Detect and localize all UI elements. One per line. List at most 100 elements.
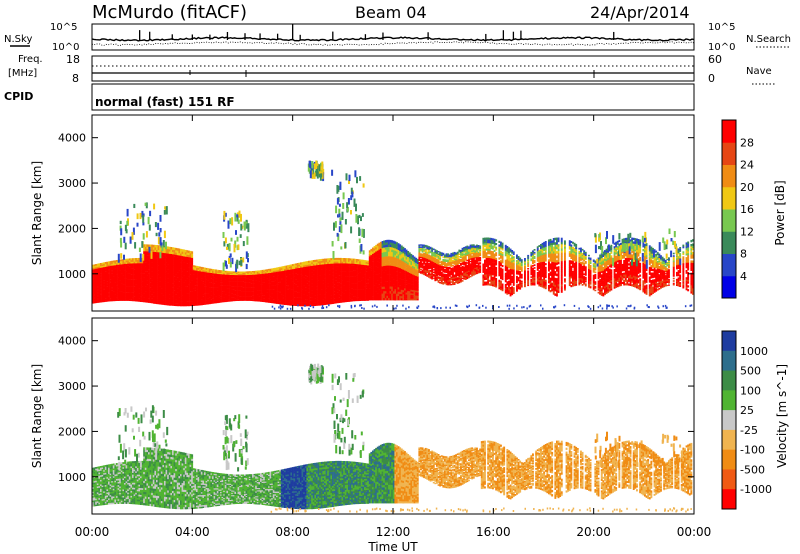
echo-cell — [346, 271, 349, 274]
echo-cell — [357, 288, 360, 290]
echo-cell — [103, 289, 106, 292]
echo-cell — [172, 287, 174, 291]
echo-cell — [332, 300, 334, 303]
echo-cell — [157, 258, 160, 262]
echo-cell — [120, 283, 123, 285]
echo-cell — [236, 277, 238, 279]
echo-cell — [167, 264, 170, 268]
echo-cell — [223, 297, 226, 299]
echo-cell — [311, 260, 314, 263]
echo-cell — [316, 264, 318, 267]
echo-cell — [184, 293, 187, 296]
echo-cell — [192, 294, 195, 297]
echo-cell — [309, 297, 312, 300]
echo-cell — [300, 277, 302, 280]
echo-cell — [336, 283, 339, 286]
echo-cell — [221, 276, 224, 278]
echo-cell — [333, 292, 336, 295]
echo-cell — [266, 298, 269, 300]
echo-cell — [341, 288, 344, 291]
echo-cell — [314, 284, 317, 287]
echo-cell — [258, 284, 261, 287]
echo-cell — [189, 259, 192, 262]
echo-cell — [328, 275, 331, 278]
echo-cell — [306, 285, 309, 288]
echo-cell — [215, 283, 218, 286]
echo-cell — [207, 284, 210, 287]
echo-cell — [253, 277, 256, 280]
echo-cell — [200, 290, 203, 293]
echo-cell — [197, 299, 200, 302]
echo-cell — [111, 297, 114, 300]
echo-cell — [306, 295, 309, 298]
echo-cell — [213, 295, 216, 297]
echo-cell — [210, 268, 213, 271]
echo-cell — [250, 282, 253, 284]
echo-cell — [271, 296, 274, 298]
echo-cell — [202, 275, 205, 278]
echo-cell — [389, 265, 392, 268]
echo-cell — [229, 275, 232, 278]
echo-cell — [311, 281, 314, 284]
echo-cell — [388, 260, 390, 264]
echo-cell — [360, 288, 363, 290]
echo-cell — [124, 281, 126, 284]
echo-cell — [226, 289, 229, 292]
echo-cell — [240, 288, 243, 290]
echo-cell — [330, 298, 333, 301]
echo-cell — [92, 273, 94, 276]
echo-cell — [236, 281, 238, 283]
echo-cell — [132, 259, 134, 262]
echo-cell — [100, 285, 102, 288]
echo-cell — [100, 288, 102, 291]
echo-cell — [98, 278, 101, 281]
echo-cell — [378, 271, 381, 274]
echo-cell — [256, 272, 259, 275]
echo-cell — [256, 284, 259, 287]
echo-cell — [226, 300, 229, 302]
echo-cell — [120, 281, 123, 284]
echo-cell — [360, 267, 363, 270]
echo-cell — [328, 291, 331, 294]
echo-cell — [272, 289, 275, 292]
echo-cell — [180, 295, 182, 298]
echo-cell — [388, 242, 390, 245]
echo-cell — [375, 244, 378, 248]
echo-cell — [132, 268, 134, 270]
echo-cell — [133, 261, 136, 264]
echo-cell — [380, 255, 382, 258]
echo-cell — [370, 278, 373, 281]
echo-cell — [101, 262, 104, 265]
echo-cell — [287, 298, 290, 301]
echo-cell — [242, 286, 245, 288]
echo-cell — [279, 288, 282, 290]
echo-cell — [132, 258, 134, 261]
echo-cell — [284, 297, 286, 299]
echo-cell — [146, 257, 149, 261]
echo-cell — [380, 248, 382, 251]
echo-cell — [103, 273, 106, 275]
echo-cell — [317, 268, 320, 271]
echo-cell — [359, 265, 362, 268]
echo-cell — [226, 291, 229, 293]
echo-cell — [338, 299, 341, 302]
echo-cell — [231, 286, 234, 288]
echo-cell — [192, 283, 195, 286]
echo-cell — [336, 299, 339, 302]
echo-cell — [236, 278, 238, 280]
echo-cell — [154, 292, 157, 295]
echo-cell — [176, 254, 179, 258]
echo-cell — [186, 291, 189, 294]
echo-cell — [162, 288, 165, 292]
echo-cell — [325, 301, 328, 304]
echo-cell — [260, 271, 262, 273]
echo-cell — [127, 260, 130, 263]
echo-cell — [122, 271, 125, 274]
echo-cell — [380, 275, 382, 278]
echo-cell — [93, 277, 96, 280]
echo-cell — [376, 252, 379, 255]
echo-cell — [292, 267, 294, 270]
echo-cell — [335, 291, 338, 293]
echo-cell — [162, 291, 165, 294]
echo-cell — [319, 296, 322, 299]
